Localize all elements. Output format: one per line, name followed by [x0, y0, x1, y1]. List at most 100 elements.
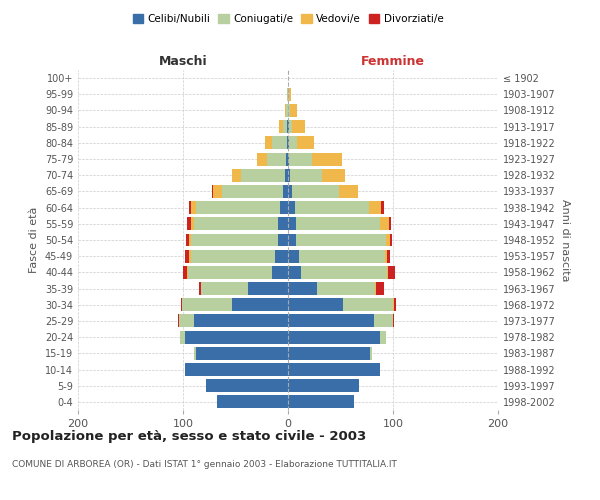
Bar	[193, 218, 277, 230]
Bar	[288, 330, 380, 344]
Bar	[196, 347, 288, 360]
Bar	[285, 169, 288, 181]
Bar	[287, 88, 288, 101]
Bar	[387, 250, 390, 262]
Bar	[288, 250, 299, 262]
Bar	[288, 314, 374, 328]
Bar	[288, 120, 289, 133]
Bar	[272, 266, 288, 279]
Bar	[191, 218, 193, 230]
Bar	[288, 104, 290, 117]
Bar	[290, 104, 298, 117]
Bar	[277, 218, 288, 230]
Text: Maschi: Maschi	[158, 54, 208, 68]
Bar	[183, 266, 187, 279]
Bar	[185, 363, 288, 376]
Bar	[343, 298, 393, 311]
Bar	[376, 282, 383, 295]
Bar	[370, 347, 372, 360]
Bar	[288, 201, 295, 214]
Bar	[289, 136, 298, 149]
Bar	[296, 218, 380, 230]
Bar	[214, 185, 222, 198]
Bar	[369, 201, 382, 214]
Bar	[288, 282, 317, 295]
Bar	[393, 314, 394, 328]
Bar	[206, 379, 288, 392]
Bar	[288, 218, 296, 230]
Bar	[179, 314, 193, 328]
Bar	[185, 330, 288, 344]
Bar	[288, 185, 292, 198]
Bar	[280, 201, 288, 214]
Bar	[267, 152, 286, 166]
Bar	[374, 314, 393, 328]
Bar	[193, 314, 288, 328]
Bar	[389, 218, 391, 230]
Bar	[190, 250, 191, 262]
Text: Popolazione per età, sesso e stato civile - 2003: Popolazione per età, sesso e stato civil…	[12, 430, 366, 443]
Bar	[277, 234, 288, 246]
Bar	[385, 250, 387, 262]
Bar	[186, 234, 189, 246]
Bar	[286, 152, 288, 166]
Bar	[288, 88, 289, 101]
Bar	[288, 379, 359, 392]
Bar	[387, 266, 388, 279]
Bar	[265, 136, 272, 149]
Y-axis label: Fasce di età: Fasce di età	[29, 207, 39, 273]
Bar	[317, 282, 375, 295]
Bar	[386, 234, 390, 246]
Text: Femmine: Femmine	[361, 54, 425, 68]
Bar	[193, 347, 196, 360]
Bar	[288, 347, 370, 360]
Bar	[190, 234, 191, 246]
Text: COMUNE DI ARBOREA (OR) - Dati ISTAT 1° gennaio 2003 - Elaborazione TUTTITALIA.IT: COMUNE DI ARBOREA (OR) - Dati ISTAT 1° g…	[12, 460, 397, 469]
Bar	[187, 218, 191, 230]
Bar	[390, 234, 392, 246]
Bar	[322, 169, 345, 181]
Bar	[191, 234, 277, 246]
Bar	[292, 185, 340, 198]
Bar	[182, 298, 232, 311]
Bar	[241, 169, 285, 181]
Bar	[394, 298, 396, 311]
Bar	[292, 120, 305, 133]
Bar	[257, 152, 267, 166]
Bar	[288, 396, 354, 408]
Bar	[272, 136, 287, 149]
Bar	[290, 169, 322, 181]
Y-axis label: Anni di nascita: Anni di nascita	[560, 198, 569, 281]
Bar	[180, 330, 185, 344]
Bar	[312, 152, 341, 166]
Bar	[288, 298, 343, 311]
Bar	[288, 266, 301, 279]
Legend: Celibi/Nubili, Coniugati/e, Vedovi/e, Divorziati/e: Celibi/Nubili, Coniugati/e, Vedovi/e, Di…	[128, 10, 448, 29]
Bar	[289, 152, 312, 166]
Bar	[289, 120, 292, 133]
Bar	[191, 201, 196, 214]
Bar	[188, 266, 272, 279]
Bar	[287, 136, 288, 149]
Bar	[340, 185, 358, 198]
Bar	[185, 250, 189, 262]
Bar	[196, 201, 280, 214]
Bar	[288, 234, 296, 246]
Bar	[301, 266, 387, 279]
Bar	[283, 185, 288, 198]
Bar	[288, 152, 289, 166]
Bar	[296, 234, 386, 246]
Bar	[286, 104, 288, 117]
Bar	[248, 282, 288, 295]
Bar	[217, 396, 288, 408]
Bar	[191, 250, 275, 262]
Bar	[285, 104, 286, 117]
Bar	[178, 314, 179, 328]
Bar	[212, 185, 214, 198]
Bar	[232, 298, 288, 311]
Bar	[388, 266, 395, 279]
Bar	[298, 136, 314, 149]
Bar	[232, 169, 241, 181]
Bar	[289, 88, 291, 101]
Bar	[187, 266, 188, 279]
